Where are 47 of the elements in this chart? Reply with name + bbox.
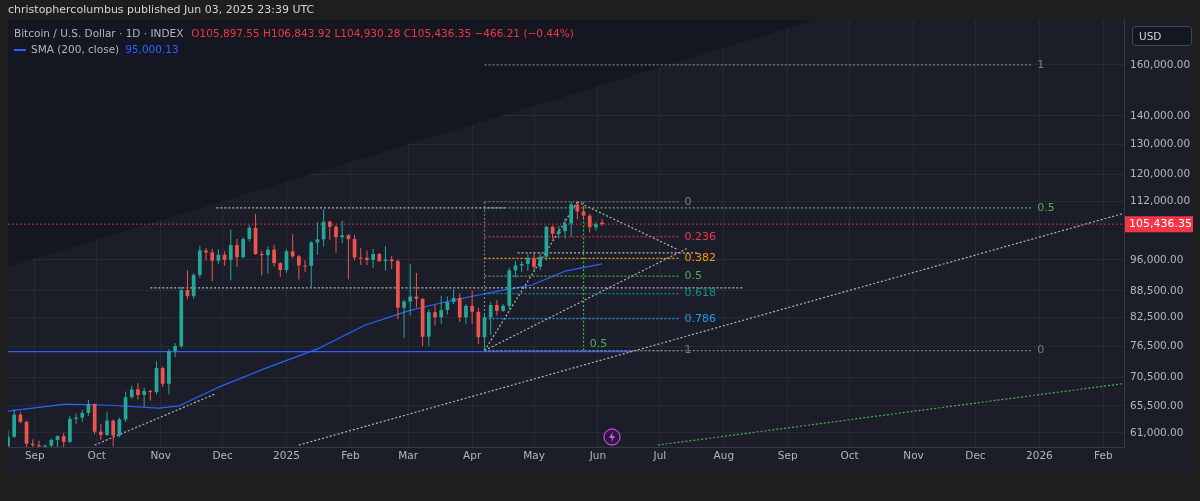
- y-tick-label: 112,000.00: [1130, 193, 1191, 206]
- series-label: 0.236: [684, 229, 716, 243]
- x-tick-label: May: [523, 449, 545, 462]
- series-label: 0.5: [684, 269, 702, 283]
- x-tick-label: Jul: [652, 449, 667, 462]
- text: USD: [1132, 26, 1192, 46]
- x-tick-label: Dec: [212, 449, 233, 462]
- x-tick-label: Sep: [24, 449, 46, 462]
- x-tick-label: Nov: [150, 449, 171, 462]
- y-tick-label: 140,000.00: [1130, 108, 1191, 121]
- x-tick-label: 2025: [273, 449, 300, 462]
- y-tick-label: 88,500.00: [1130, 283, 1184, 296]
- series-label: 1: [1037, 57, 1045, 71]
- series-label: 0.618: [684, 286, 716, 300]
- series-label: 0.382: [684, 251, 716, 265]
- series-label: 0: [1037, 343, 1045, 357]
- y-tick-label: 120,000.00: [1130, 167, 1191, 180]
- text: Bitcoin / U.S. Dollar · 1D · INDEX: [14, 27, 184, 39]
- x-tick-label: Oct: [840, 449, 859, 462]
- y-tick-label: 82,500.00: [1130, 310, 1184, 323]
- y-tick-label: 65,500.00: [1130, 398, 1184, 411]
- ref-line-label: 105,436.35: [1129, 216, 1192, 230]
- x-tick-label: Feb: [1094, 449, 1113, 462]
- series-label: 0.5: [1037, 200, 1055, 214]
- text: christophercolumbus published Jun 03, 2025 23:39 UTC: [8, 3, 315, 16]
- y-tick-label: 76,500.00: [1130, 339, 1184, 352]
- x-tick-label: Oct: [87, 449, 106, 462]
- x-tick-label: Feb: [341, 449, 361, 462]
- x-tick-label: Nov: [903, 449, 924, 462]
- annotation: 95,000.13: [125, 43, 179, 55]
- y-tick-label: 160,000.00: [1130, 57, 1191, 70]
- legend-label: SMA (200, close): [31, 43, 120, 55]
- x-tick-label: Mar: [398, 449, 419, 462]
- x-tick-label: Jun: [588, 449, 607, 462]
- x-tick-label: Sep: [777, 449, 798, 462]
- y-tick-label: 61,000.00: [1130, 425, 1184, 438]
- x-tick-label: Aug: [713, 449, 735, 462]
- y-tick-label: 70,500.00: [1130, 370, 1184, 383]
- y-tick-label: 130,000.00: [1130, 136, 1191, 149]
- text: O105,897.55 H106,843.92 L104,930.28 C105,436.35 −466.21 (−0.44%): [191, 27, 574, 39]
- x-tick-label: 2026: [1026, 449, 1054, 462]
- y-tick-label: 96,000.00: [1130, 252, 1184, 265]
- annotation: 0.5: [589, 336, 608, 350]
- x-tick-label: Dec: [965, 449, 986, 462]
- series-label: 0: [684, 194, 692, 208]
- series-label: 0.786: [684, 311, 716, 325]
- x-tick-label: Apr: [463, 449, 482, 462]
